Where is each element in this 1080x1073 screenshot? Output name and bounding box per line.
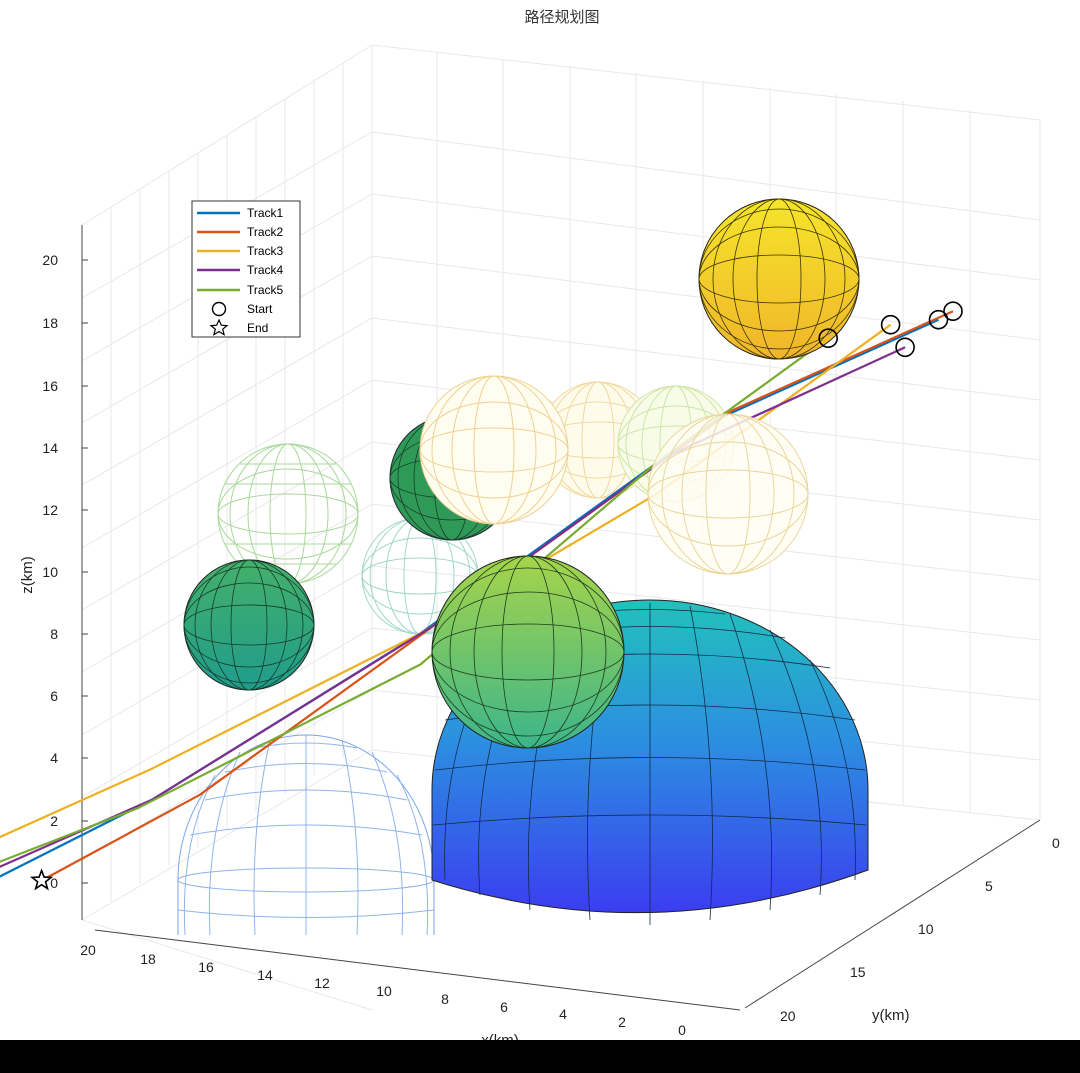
z-tick-label: 0	[50, 875, 58, 891]
obstacle-sphere-green-front	[431, 555, 625, 749]
y-tick-labels: 0 5 10 15 20	[780, 835, 1060, 1024]
legend-label: Track3	[247, 244, 284, 258]
y-tick-label: 15	[850, 964, 866, 980]
x-tick-label: 14	[257, 967, 273, 983]
y-tick-label: 10	[918, 921, 934, 937]
x-tick-label: 6	[500, 999, 508, 1015]
obstacle-sphere-green-left	[183, 559, 315, 691]
z-tick-label: 18	[42, 315, 58, 331]
z-tick-label: 20	[42, 252, 58, 268]
z-tick-label: 10	[42, 564, 58, 580]
z-ticks	[82, 259, 88, 884]
legend-label: Track5	[247, 283, 284, 297]
start-marker	[818, 328, 839, 349]
z-tick-label: 14	[42, 440, 58, 456]
z-tick-label: 12	[42, 502, 58, 518]
y-axis-label: y(km)	[872, 1007, 910, 1024]
y-tick-label: 5	[985, 878, 993, 894]
legend-start-circle-icon	[211, 301, 227, 317]
x-tick-label: 12	[314, 975, 330, 991]
obstacle-wire-hemisphere	[177, 734, 435, 936]
obstacle-wire-sphere-right	[647, 413, 809, 575]
z-tick-label: 6	[50, 688, 58, 704]
start-marker	[880, 314, 901, 335]
obstacle-wire-sphere-left	[217, 443, 359, 585]
z-tick-labels: 20 18 16 14 12 10 8 6 4 2 0	[42, 252, 58, 891]
axes-grid	[81, 44, 1041, 1011]
z-tick-label: 4	[50, 750, 58, 766]
legend-label: Start	[247, 302, 273, 316]
start-marker	[895, 337, 915, 358]
legend-label: Track4	[247, 263, 284, 277]
legend-label: End	[247, 321, 268, 335]
legend: Track1 Track2 Track3 Track4 Track5 Start…	[191, 200, 301, 338]
markers	[29, 301, 963, 891]
legend-label: Track1	[247, 206, 284, 220]
x-tick-label: 2	[618, 1014, 626, 1030]
start-marker	[928, 309, 949, 330]
x-tick-labels: 20 18 16 14 12 10 8 6 4 2 0	[80, 942, 686, 1038]
z-tick-label: 2	[50, 813, 58, 829]
x-tick-label: 20	[80, 942, 96, 958]
z-axis-label: z(km)	[19, 556, 36, 594]
x-tick-label: 16	[198, 959, 214, 975]
start-marker	[943, 301, 963, 322]
screen-bottom-bar	[0, 1040, 1080, 1073]
obstacle-sphere-yellow	[698, 198, 860, 360]
x-tick-label: 4	[559, 1006, 567, 1022]
z-tick-label: 16	[42, 378, 58, 394]
z-tick-label: 8	[50, 626, 58, 642]
legend-label: Track2	[247, 225, 284, 239]
y-tick-label: 0	[1052, 835, 1060, 851]
y-tick-label: 20	[780, 1008, 796, 1024]
end-marker	[29, 868, 54, 891]
x-tick-label: 8	[441, 991, 449, 1007]
legend-end-star-icon	[209, 318, 229, 336]
x-tick-label: 0	[678, 1022, 686, 1038]
x-tick-label: 10	[376, 983, 392, 999]
obstacle-wire-sphere-cream	[419, 375, 569, 525]
x-tick-label: 18	[140, 951, 156, 967]
chart-title: 路径规划图	[524, 9, 599, 26]
